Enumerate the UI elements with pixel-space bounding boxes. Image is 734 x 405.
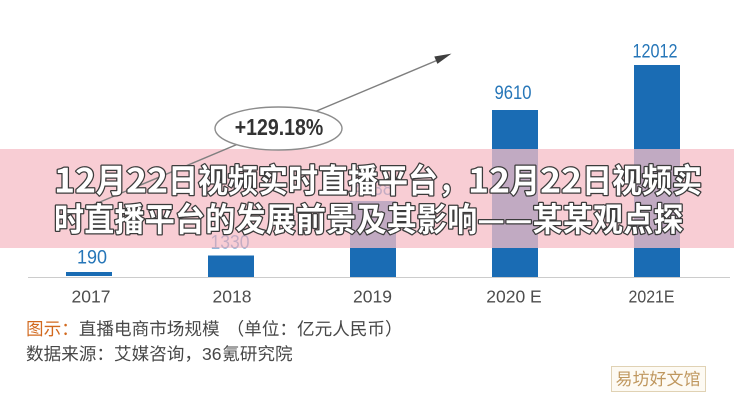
- svg-text:2017: 2017: [72, 287, 111, 307]
- svg-text:+129.18%: +129.18%: [235, 114, 324, 140]
- svg-text:2019: 2019: [353, 287, 392, 307]
- svg-text:12012: 12012: [633, 42, 678, 63]
- svg-text:9610: 9610: [495, 83, 532, 104]
- svg-text:2021E: 2021E: [629, 287, 675, 307]
- svg-text:36: 36: [202, 344, 222, 364]
- svg-text:2018: 2018: [213, 287, 252, 307]
- svg-text:2020 E: 2020 E: [486, 287, 541, 307]
- svg-text:190: 190: [77, 248, 107, 269]
